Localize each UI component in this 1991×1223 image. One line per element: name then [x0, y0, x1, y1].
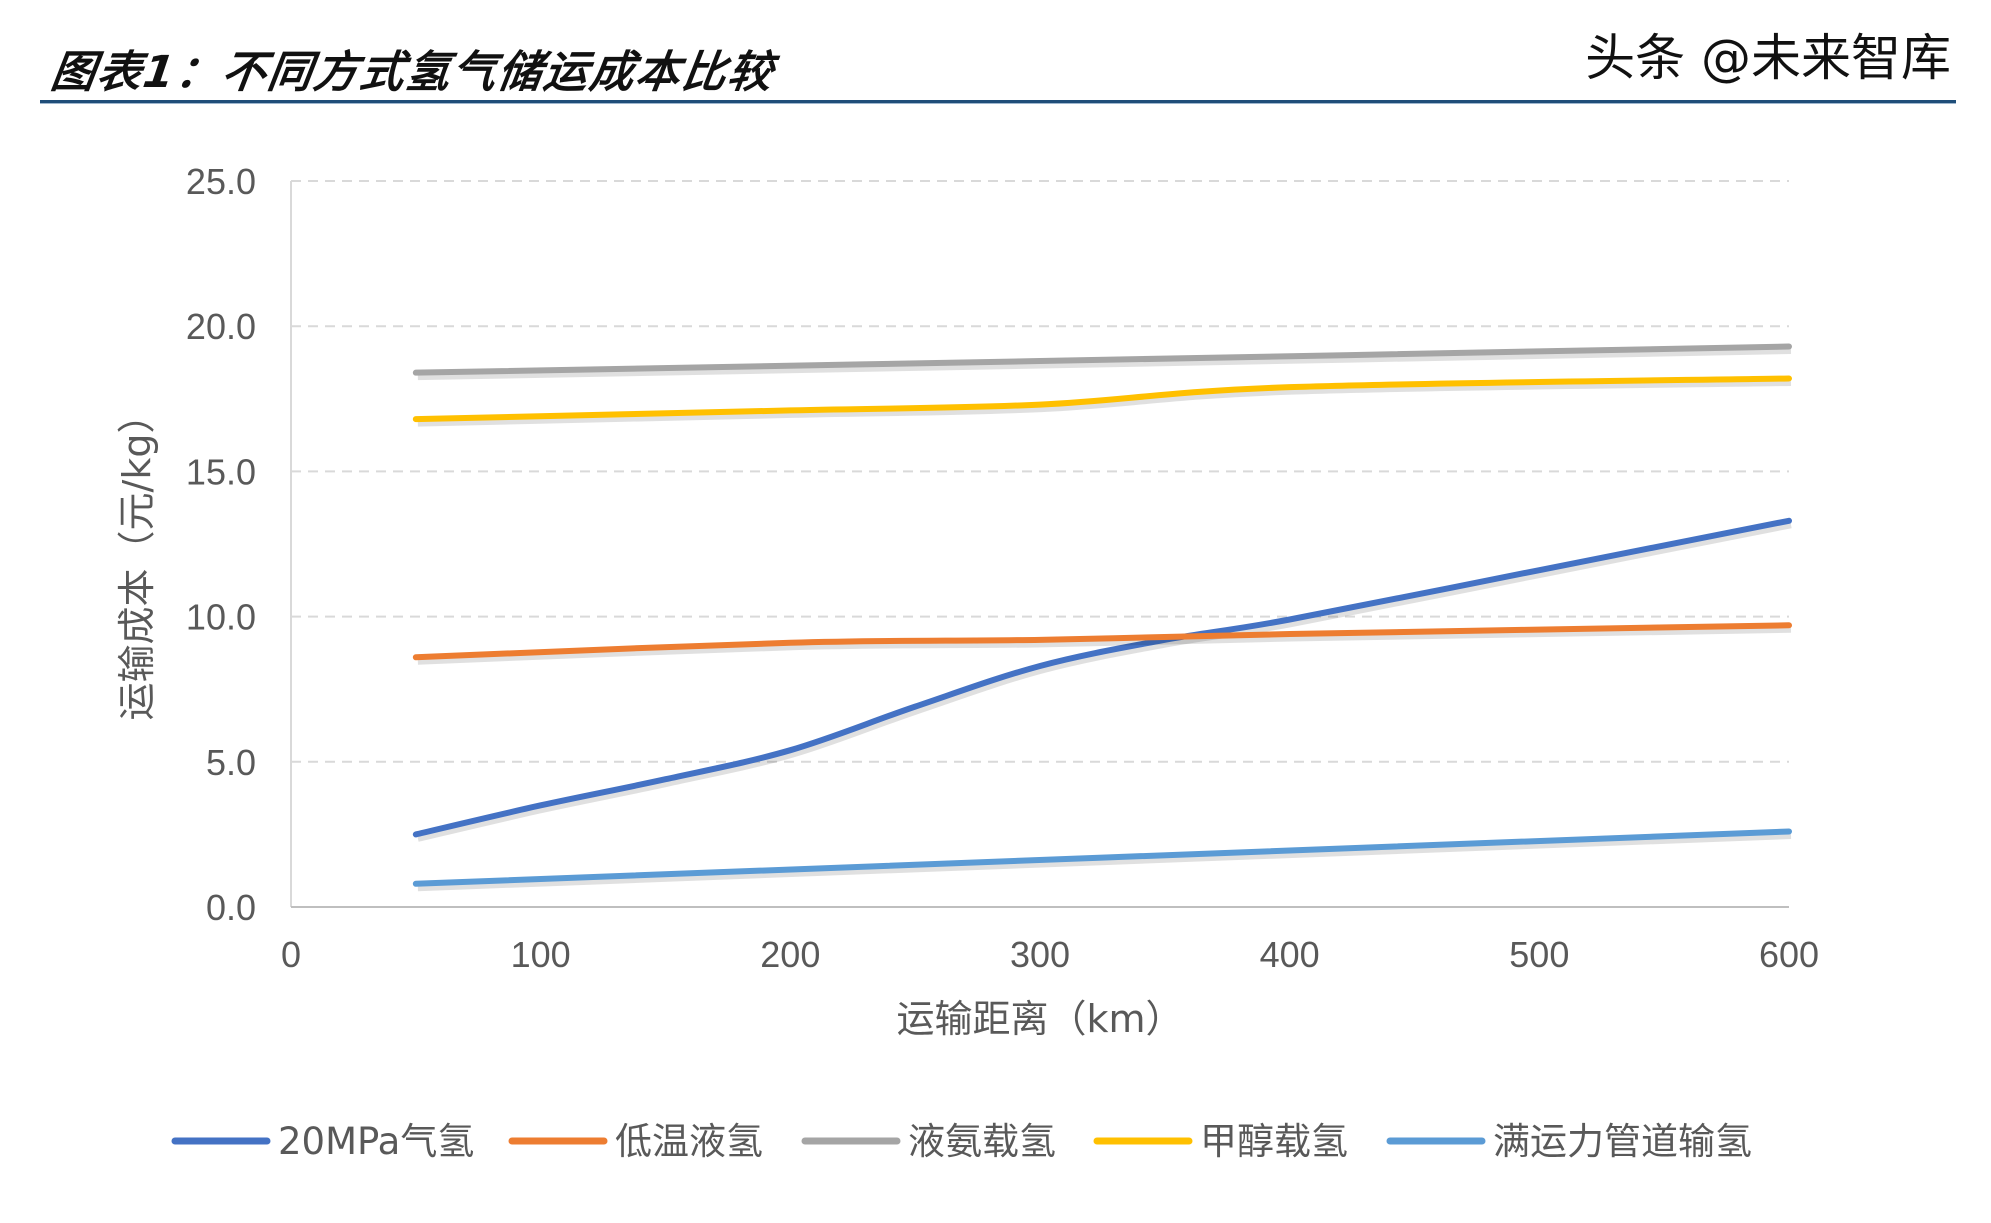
y-tick-label: 10.0	[186, 597, 256, 638]
watermark: 头条 @未来智库	[1585, 29, 1951, 87]
legend-label: 液氨载氢	[908, 1120, 1056, 1163]
title-divider	[40, 100, 1956, 104]
series-shadow	[417, 347, 1792, 381]
legend-label: 甲醇载氢	[1200, 1120, 1348, 1163]
legend-label: 20MPa气氢	[278, 1120, 474, 1163]
legend-label: 低温液氢	[615, 1120, 763, 1163]
series-shadow	[417, 521, 1792, 842]
series-shadow	[417, 378, 1792, 427]
x-tick-label: 100	[511, 934, 571, 975]
y-tick-label: 5.0	[206, 742, 256, 783]
series-line-4	[412, 375, 1792, 423]
y-tick-label: 15.0	[186, 451, 256, 492]
series-shadow	[417, 831, 1792, 892]
series-line-5	[412, 828, 1792, 887]
series-shadow	[417, 625, 1792, 665]
x-axis-title: 运输距离（km）	[896, 997, 1183, 1041]
x-tick-label: 400	[1260, 934, 1320, 975]
x-tick-label: 600	[1759, 934, 1819, 975]
x-tick-label: 0	[281, 934, 301, 975]
x-tick-label: 200	[760, 934, 820, 975]
x-tick-label: 300	[1010, 934, 1070, 975]
y-tick-label: 25.0	[186, 161, 256, 202]
y-tick-label: 20.0	[186, 306, 256, 347]
legend-label: 满运力管道输氢	[1493, 1120, 1752, 1163]
y-tick-label: 0.0	[206, 887, 256, 928]
series-line-1	[412, 517, 1792, 838]
series-line-2	[412, 622, 1792, 661]
x-tick-label: 500	[1509, 934, 1569, 975]
y-axis-title: 运输成本（元/kg）	[115, 396, 159, 721]
series-line-3	[412, 343, 1792, 376]
